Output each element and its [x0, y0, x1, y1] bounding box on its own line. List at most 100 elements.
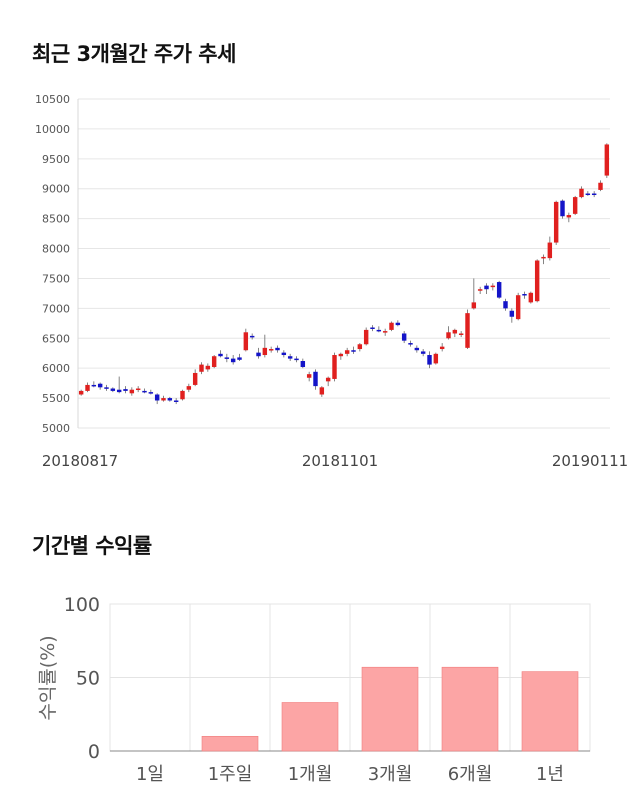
candle-body [566, 215, 572, 218]
candle-body [78, 390, 84, 395]
x-tick-label: 1년 [536, 764, 564, 785]
x-tick-label: 3개월 [368, 764, 413, 785]
candle-body [192, 372, 198, 385]
x-tick-label: 1일 [136, 764, 164, 785]
candle-body [268, 349, 274, 351]
candle-body [110, 388, 116, 391]
candle-body [522, 294, 527, 296]
candle-body [401, 333, 407, 341]
bar [361, 666, 419, 752]
candle-body [300, 361, 306, 367]
candle-body [205, 365, 211, 370]
candle-body [471, 302, 477, 309]
candle-body [104, 387, 109, 389]
candle-body [91, 384, 97, 387]
price-trend-title: 최근 3개월간 주가 추세 [32, 42, 236, 66]
x-tick-label: 20190111 [552, 452, 628, 470]
y-tick-label: 8500 [42, 213, 70, 226]
candle-body [230, 358, 236, 363]
candle-body [363, 329, 369, 345]
candle-body [319, 387, 325, 395]
candle-body [389, 322, 394, 330]
candle-body [376, 329, 382, 332]
y-tick-label: 9000 [42, 183, 70, 196]
y-tick-label: 10500 [35, 93, 70, 106]
candle-body [281, 352, 287, 356]
candle-body [477, 289, 483, 291]
candle-body [452, 329, 458, 334]
candle-body [496, 282, 502, 298]
candle-body [180, 390, 185, 400]
candle-body [287, 356, 293, 359]
candle-body [243, 332, 249, 351]
bar [441, 666, 499, 752]
y-tick-label: 6000 [42, 362, 70, 375]
candle-body [148, 392, 154, 394]
candle-body [313, 371, 318, 387]
candle-body [408, 343, 413, 345]
candle-body [338, 353, 344, 357]
candle-body [395, 322, 401, 326]
candle-body [275, 347, 280, 351]
x-tick-label: 1개월 [288, 764, 333, 785]
candle-body [439, 346, 445, 350]
x-tick-label: 20181101 [302, 452, 378, 470]
candle-body [237, 357, 242, 360]
candle-body [97, 383, 103, 388]
candle-body [515, 295, 521, 320]
candle-body [414, 347, 420, 351]
candle-body [154, 394, 160, 401]
candle-body [142, 390, 147, 393]
candle-body [135, 388, 141, 391]
y-axis-label: 수익률(%) [37, 635, 59, 720]
candle-body [427, 355, 432, 365]
candle-body [357, 344, 363, 350]
candle-body [167, 398, 173, 401]
bar [201, 735, 259, 752]
candle-body [173, 400, 179, 402]
candle-body [218, 353, 223, 357]
candle-body [85, 384, 90, 391]
candle-body [585, 193, 591, 196]
candle-body [503, 301, 508, 309]
candle-body [560, 200, 565, 217]
candle-body [211, 356, 217, 367]
bar [521, 671, 579, 752]
candle-body [547, 242, 553, 259]
candle-body [116, 389, 122, 393]
candle-body [458, 333, 464, 335]
candlestick-chart: 5000 5500 6000 6500 7000 7500 8000 8500 9000 9500… [35, 93, 628, 470]
candle-body [598, 182, 603, 190]
x-tick-label: 20180817 [42, 452, 118, 470]
y-tick-label: 100 [64, 594, 100, 616]
y-tick-label: 0 [88, 741, 100, 763]
candle-body [604, 144, 610, 176]
candle-body [199, 364, 204, 372]
y-tick-label: 6500 [42, 332, 70, 345]
candle-body [465, 313, 470, 348]
candle-body [256, 352, 261, 357]
candle-body [186, 386, 192, 390]
candle-body [129, 389, 135, 394]
candle-body [370, 327, 375, 330]
y-tick-label: 5500 [42, 392, 70, 405]
candle-body [553, 201, 559, 243]
candle-body [446, 332, 451, 339]
candle-body [579, 188, 584, 198]
candle-body [306, 374, 312, 378]
candle-body [294, 358, 299, 361]
x-tick-label: 6개월 [448, 764, 493, 785]
y-tick-label: 5000 [42, 422, 70, 435]
candle-body [332, 355, 337, 379]
y-tick-label: 50 [76, 668, 100, 690]
candle-body [433, 353, 439, 364]
candle-body [344, 350, 350, 354]
candle-body [534, 260, 540, 302]
candle-body [484, 285, 489, 290]
candle-body [490, 285, 496, 288]
candle-body [123, 389, 128, 391]
y-tick-label: 10000 [35, 123, 70, 136]
plot-frame [109, 603, 591, 752]
candle-body [541, 256, 546, 259]
candle-body [509, 310, 515, 317]
